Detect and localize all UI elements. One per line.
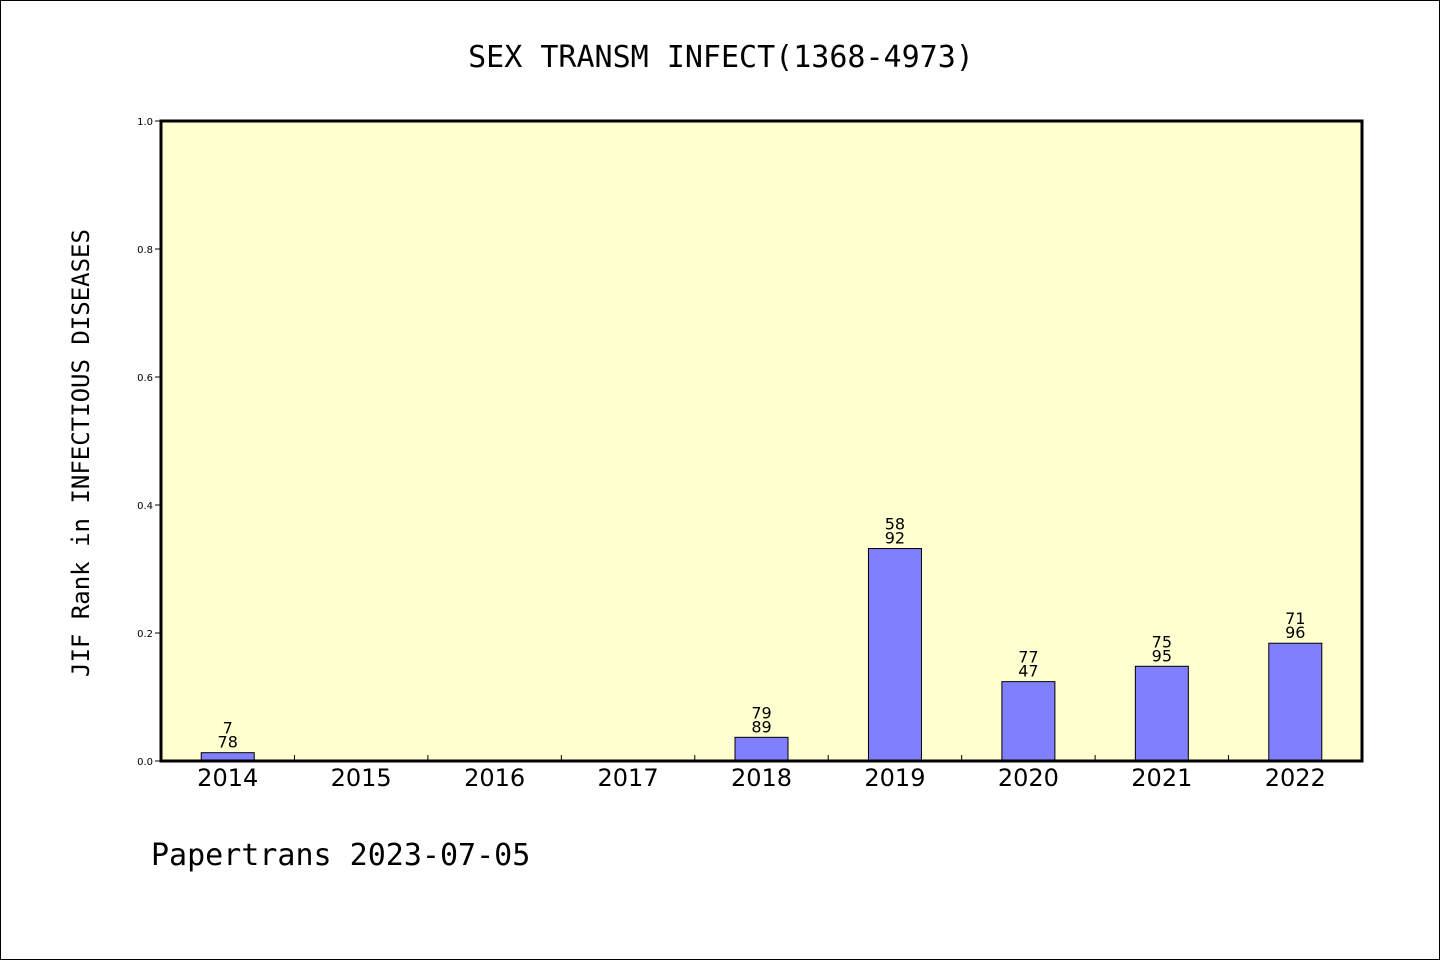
y-tick-label: 1.0: [137, 117, 153, 128]
total-label: 95: [1152, 646, 1172, 665]
axis-ticks: 0.0 0.2 0.4 0.6 0.8 1.0 2014 2015 2016 2017 2018 20…: [137, 117, 1326, 792]
footer-credit: Papertrans 2023-07-05: [151, 838, 530, 873]
x-tick-label: 2016: [464, 764, 525, 792]
total-label: 92: [885, 529, 905, 548]
bar: [1268, 642, 1323, 762]
rank-label: 75: [1152, 632, 1172, 651]
plot-border: [159, 119, 1364, 763]
bar: [867, 548, 922, 762]
y-tick-label: 0.8: [137, 245, 153, 256]
plot-area: [161, 121, 1362, 761]
y-tick-label: 0.0: [137, 757, 153, 768]
x-tick-label: 2020: [998, 764, 1059, 792]
x-tick-label: 2021: [1131, 764, 1192, 792]
total-label: 78: [218, 733, 238, 752]
total-label: 96: [1285, 623, 1305, 642]
bars: [200, 548, 1323, 762]
x-tick-label: 2014: [197, 764, 258, 792]
rank-label: 77: [1018, 648, 1038, 667]
x-tick-label: 2018: [731, 764, 792, 792]
total-label: 89: [751, 717, 771, 736]
rank-label: 58: [885, 515, 905, 534]
chart-title: SEX TRANSM INFECT(1368-4973): [468, 40, 974, 75]
y-tick-label: 0.2: [137, 629, 153, 640]
x-tick-label: 2019: [864, 764, 925, 792]
bar: [734, 736, 789, 762]
y-tick-label: 0.6: [137, 373, 153, 384]
rank-label: 7: [223, 719, 233, 738]
bar: [1001, 681, 1056, 762]
x-tick-label: 2015: [331, 764, 392, 792]
x-tick-label: 2022: [1265, 764, 1326, 792]
total-label: 47: [1018, 662, 1038, 681]
rank-label: 71: [1285, 609, 1305, 628]
rank-label: 79: [751, 703, 771, 722]
y-tick-label: 0.4: [137, 501, 153, 512]
bar: [1134, 665, 1189, 762]
x-tick-label: 2017: [598, 764, 659, 792]
y-axis-label: JIF Rank in INFECTIOUS DISEASES: [67, 229, 95, 677]
